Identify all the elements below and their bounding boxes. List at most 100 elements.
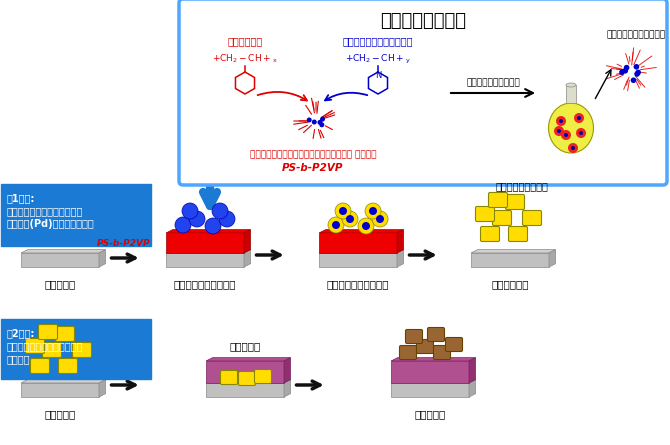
Circle shape <box>346 215 354 223</box>
Circle shape <box>212 203 228 219</box>
Polygon shape <box>21 253 99 267</box>
Text: 半導体接合: 半導体接合 <box>414 409 446 419</box>
Circle shape <box>635 69 641 75</box>
Ellipse shape <box>566 83 576 87</box>
Circle shape <box>376 215 384 223</box>
Circle shape <box>634 71 640 77</box>
Text: プラズマ処理: プラズマ処理 <box>491 279 529 289</box>
Text: トップセル: トップセル <box>229 341 261 351</box>
Circle shape <box>634 64 639 69</box>
Polygon shape <box>319 230 403 233</box>
Polygon shape <box>244 230 251 253</box>
Circle shape <box>576 128 586 138</box>
Circle shape <box>320 122 324 127</box>
Polygon shape <box>319 253 397 267</box>
Text: トルエン等の有機溶媒: トルエン等の有機溶媒 <box>466 78 520 88</box>
Polygon shape <box>284 358 291 383</box>
Circle shape <box>372 211 388 227</box>
Circle shape <box>189 211 205 227</box>
Polygon shape <box>391 380 476 383</box>
Polygon shape <box>471 250 555 253</box>
Circle shape <box>557 129 561 133</box>
Polygon shape <box>469 380 476 397</box>
Polygon shape <box>319 233 397 253</box>
Circle shape <box>328 217 344 233</box>
FancyBboxPatch shape <box>405 329 423 344</box>
Circle shape <box>571 146 575 150</box>
FancyBboxPatch shape <box>509 227 527 242</box>
Circle shape <box>342 211 358 227</box>
Polygon shape <box>21 380 106 383</box>
Circle shape <box>307 117 312 122</box>
Polygon shape <box>166 253 244 267</box>
Polygon shape <box>391 383 469 397</box>
Polygon shape <box>566 85 576 103</box>
Polygon shape <box>397 230 403 253</box>
FancyBboxPatch shape <box>179 0 667 185</box>
Circle shape <box>622 68 628 73</box>
Circle shape <box>358 218 374 234</box>
Text: PS-b-P2VP: PS-b-P2VP <box>282 163 344 173</box>
Polygon shape <box>319 250 403 253</box>
FancyBboxPatch shape <box>488 193 507 207</box>
Circle shape <box>332 221 340 229</box>
Polygon shape <box>99 250 106 267</box>
Polygon shape <box>391 361 469 383</box>
FancyBboxPatch shape <box>476 206 494 222</box>
Circle shape <box>579 131 583 135</box>
Circle shape <box>564 133 568 137</box>
FancyBboxPatch shape <box>427 328 444 341</box>
FancyBboxPatch shape <box>56 327 74 341</box>
FancyBboxPatch shape <box>1 319 151 379</box>
Circle shape <box>339 207 347 215</box>
Circle shape <box>335 203 351 219</box>
FancyBboxPatch shape <box>505 194 525 210</box>
FancyBboxPatch shape <box>25 339 44 353</box>
Text: PS-b-P2VP: PS-b-P2VP <box>96 239 150 248</box>
Circle shape <box>362 222 370 230</box>
Circle shape <box>369 207 377 215</box>
Text: ポリ－２－ビニルピリジン: ポリ－２－ビニルピリジン <box>343 36 413 46</box>
FancyBboxPatch shape <box>239 372 255 385</box>
FancyBboxPatch shape <box>42 343 62 357</box>
Circle shape <box>320 117 325 121</box>
Text: ボトムセル: ボトムセル <box>44 409 76 419</box>
Text: ブロック共重合体: ブロック共重合体 <box>380 12 466 30</box>
Text: 自己形成されたミセル体: 自己形成されたミセル体 <box>606 31 665 40</box>
FancyBboxPatch shape <box>399 345 417 360</box>
FancyBboxPatch shape <box>255 369 271 384</box>
Polygon shape <box>471 253 549 267</box>
Circle shape <box>365 203 381 219</box>
Circle shape <box>619 69 624 75</box>
Polygon shape <box>166 250 251 253</box>
Polygon shape <box>391 358 476 361</box>
Polygon shape <box>21 250 106 253</box>
Circle shape <box>574 113 584 123</box>
Text: パラジウムナノ粒子: パラジウムナノ粒子 <box>496 181 549 191</box>
Text: ポリスチレン－ポリ－２－ビニルピリジン ブロック: ポリスチレン－ポリ－２－ビニルピリジン ブロック <box>250 150 377 159</box>
Polygon shape <box>166 233 244 253</box>
FancyBboxPatch shape <box>58 359 78 373</box>
FancyBboxPatch shape <box>417 340 433 353</box>
Circle shape <box>175 217 191 233</box>
FancyBboxPatch shape <box>523 210 541 226</box>
Polygon shape <box>99 380 106 397</box>
Text: ポリスチレン: ポリスチレン <box>227 36 263 46</box>
FancyBboxPatch shape <box>1 184 151 246</box>
Circle shape <box>624 65 629 70</box>
Circle shape <box>568 143 578 153</box>
Ellipse shape <box>549 103 594 153</box>
Text: ブロック共重合体塗布: ブロック共重合体塗布 <box>174 279 237 289</box>
FancyBboxPatch shape <box>220 371 237 384</box>
Text: $\mathsf{+CH_2-CH+_x}$: $\mathsf{+CH_2-CH+_x}$ <box>212 53 278 65</box>
Circle shape <box>318 120 322 125</box>
Text: $\mathsf{+CH_2-CH+_y}$: $\mathsf{+CH_2-CH+_y}$ <box>345 53 411 65</box>
Polygon shape <box>469 358 476 383</box>
Polygon shape <box>21 383 99 397</box>
Polygon shape <box>206 383 284 397</box>
Circle shape <box>577 116 581 120</box>
Text: ボトムセル: ボトムセル <box>44 279 76 289</box>
Polygon shape <box>397 250 403 267</box>
Circle shape <box>630 77 636 83</box>
Polygon shape <box>166 230 251 233</box>
